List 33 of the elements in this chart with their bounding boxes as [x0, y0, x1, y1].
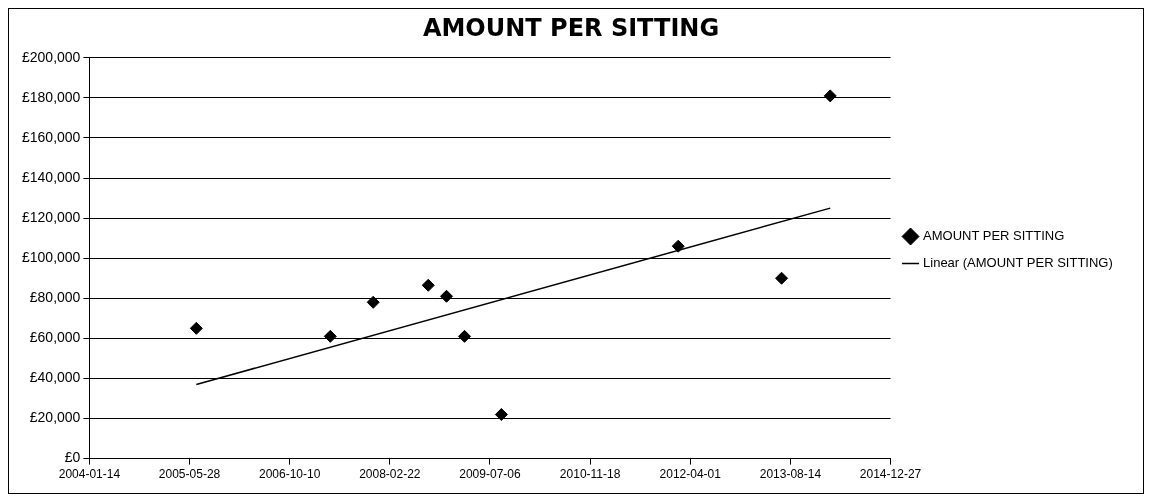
point [775, 271, 789, 285]
x-tick-label: 2008-02-22 [359, 467, 421, 482]
y-tick-label: £20,000 [29, 409, 81, 426]
y-tick-label: £120,000 [21, 208, 81, 225]
y-tick-label: £160,000 [21, 128, 81, 145]
legend-label: Linear (AMOUNT PER SITTING) [923, 255, 1113, 271]
y-tick-label: £100,000 [21, 249, 81, 266]
x-tick-label: 2004-01-14 [58, 467, 121, 482]
x-tick-label: 2010-11-18 [559, 467, 621, 482]
point [189, 321, 203, 335]
y-tick-label: £0 [64, 449, 81, 466]
x-tick-label: 2005-05-28 [158, 467, 221, 482]
point [440, 289, 453, 303]
point [366, 295, 380, 309]
point [494, 408, 508, 422]
x-tick-label: 2006-10-10 [258, 467, 321, 482]
y-tick-label: £60,000 [29, 329, 81, 346]
point [823, 89, 837, 103]
point [421, 278, 435, 292]
x-tick-label: 2009-07-06 [459, 467, 521, 482]
point [671, 239, 685, 253]
chart-title: AMOUNT PER SITTING [422, 13, 720, 42]
y-tick-label: £180,000 [21, 88, 81, 105]
x-tick-label: 2013-08-14 [759, 467, 822, 482]
y-tick-label: £40,000 [29, 369, 81, 386]
point [458, 329, 472, 343]
x-tick-label: 2012-04-01 [659, 467, 722, 482]
point [323, 329, 337, 343]
y-tick-label: £200,000 [21, 48, 81, 65]
x-tick-label: 2014-12-27 [859, 467, 922, 482]
y-tick-label: £140,000 [21, 168, 81, 185]
y-tick-label: £80,000 [29, 289, 81, 306]
legend-label: AMOUNT PER SITTING [923, 228, 1065, 244]
